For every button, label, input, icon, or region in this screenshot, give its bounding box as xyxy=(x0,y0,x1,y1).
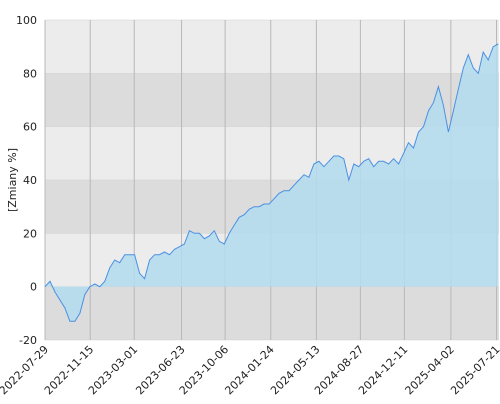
band xyxy=(45,20,499,74)
band xyxy=(45,73,499,127)
y-tick-label: 80 xyxy=(23,67,37,80)
y-tick-label: 40 xyxy=(23,174,37,187)
y-tick-label: 0 xyxy=(30,281,37,294)
y-tick-label: 100 xyxy=(16,14,37,27)
line xyxy=(44,43,499,322)
y-tick-label: 20 xyxy=(23,227,37,240)
area xyxy=(45,44,499,322)
band xyxy=(45,286,499,340)
y-axis-label: [Zmiany %] xyxy=(6,148,19,212)
y-tick-label: 60 xyxy=(23,121,37,134)
x-tick-label: 2025-07-21 xyxy=(448,343,500,397)
y-tick-label: -20 xyxy=(19,334,37,347)
